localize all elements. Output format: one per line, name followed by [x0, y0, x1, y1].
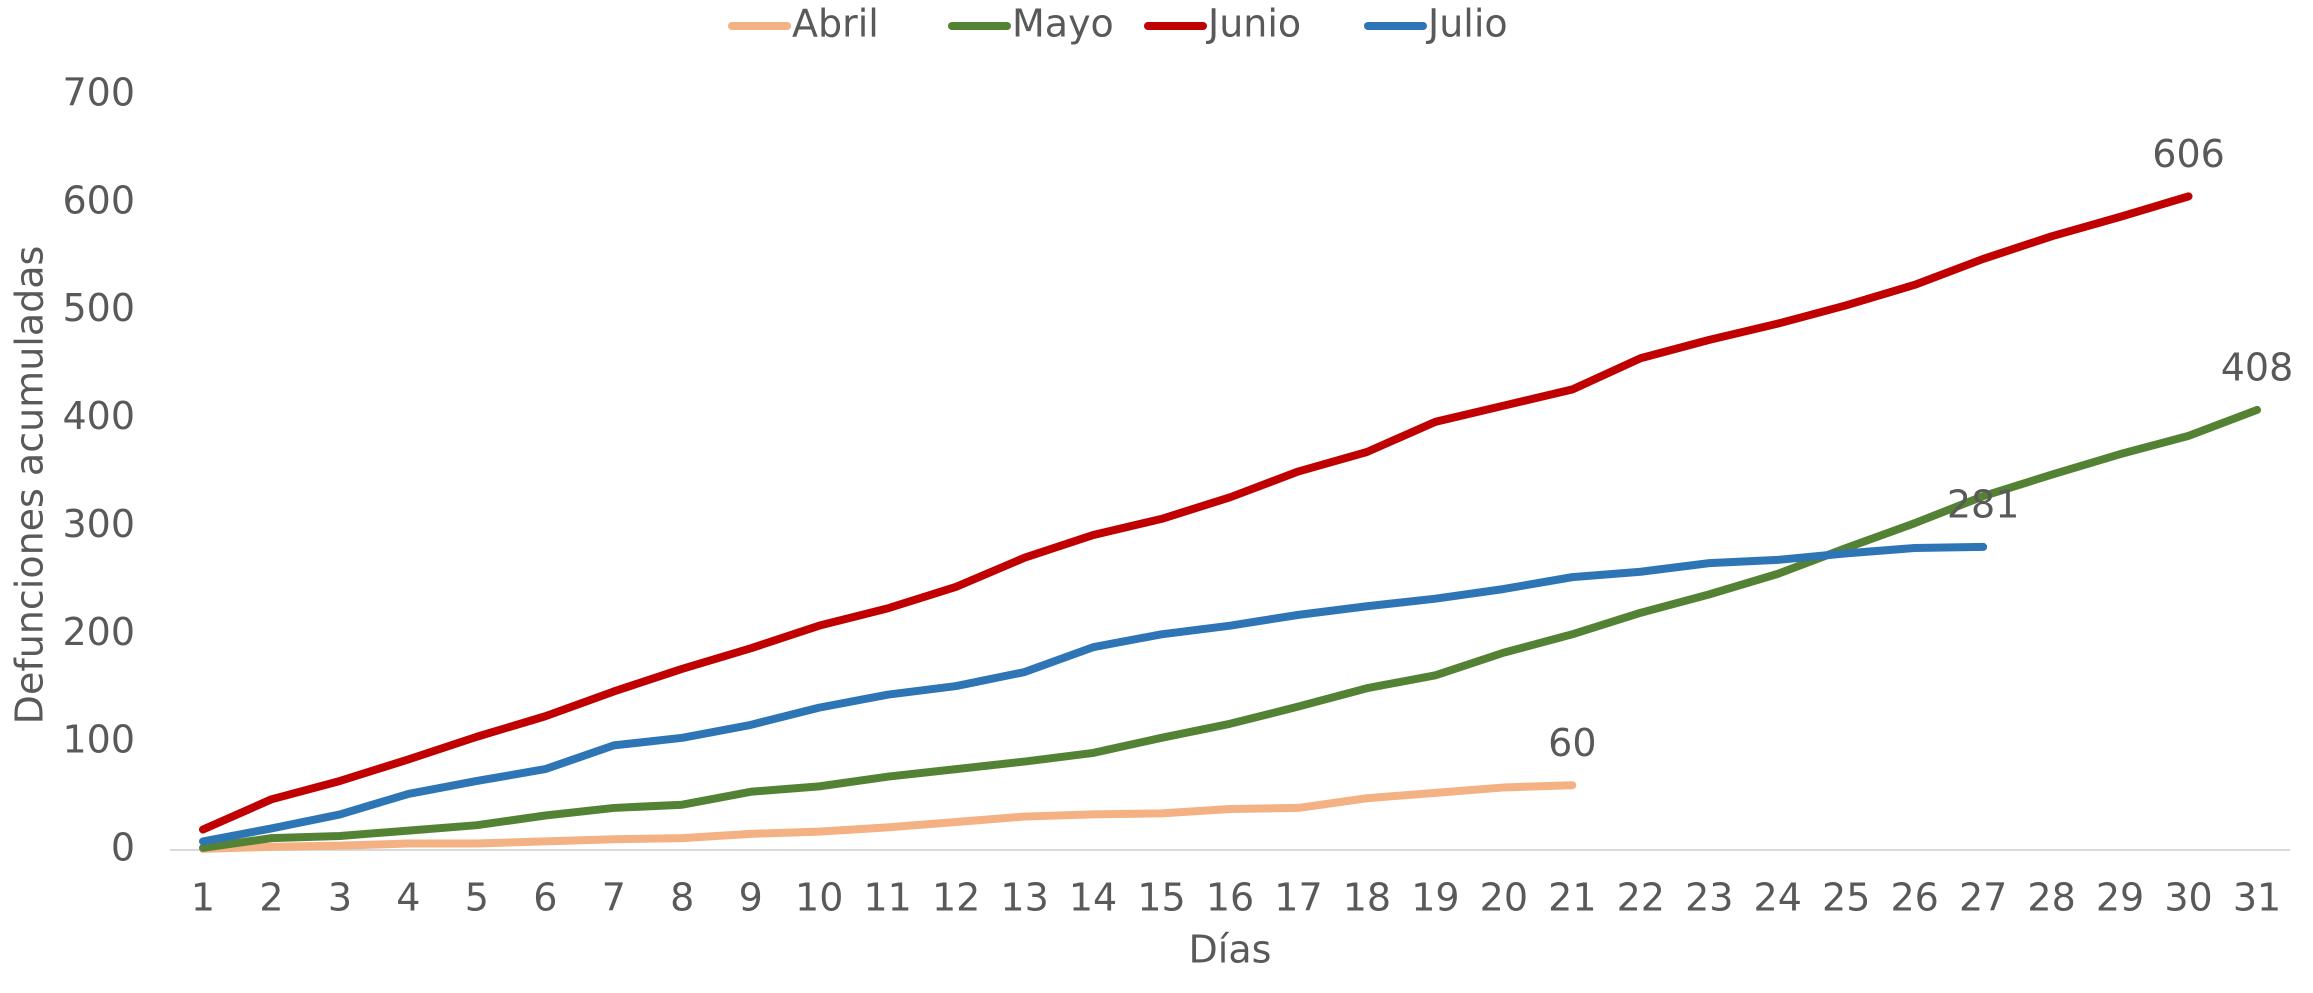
x-tick-label: 25 — [1822, 876, 1870, 920]
legend-label: Mayo — [1012, 2, 1114, 46]
x-tick-label: 28 — [2027, 876, 2075, 920]
y-tick-label: 100 — [62, 718, 135, 762]
x-tick-label: 27 — [1959, 876, 2007, 920]
line-series — [199, 781, 1577, 853]
data-label: 606 — [2152, 132, 2225, 176]
y-tick-label: 500 — [62, 286, 135, 330]
x-tick-label: 9 — [739, 876, 763, 920]
legend-label: Junio — [1206, 2, 1301, 46]
x-axis-label: Días — [1189, 928, 1272, 972]
x-tick-label: 20 — [1480, 876, 1528, 920]
x-tick-label: 15 — [1137, 876, 1185, 920]
x-tick-label: 21 — [1548, 876, 1596, 920]
x-tick-label: 18 — [1343, 876, 1391, 920]
x-tick-label: 3 — [328, 876, 352, 920]
x-tick-label: 10 — [795, 876, 843, 920]
x-tick-label: 22 — [1617, 876, 1665, 920]
x-tick-label: 11 — [863, 876, 911, 920]
x-tick-label: 14 — [1069, 876, 1117, 920]
x-tick-label: 16 — [1206, 876, 1254, 920]
legend-label: Abril — [792, 2, 879, 46]
x-tick-label: 17 — [1274, 876, 1322, 920]
x-tick-label: 19 — [1411, 876, 1459, 920]
y-tick-label: 200 — [62, 610, 135, 654]
x-tick-label: 24 — [1754, 876, 1802, 920]
legend-label: Julio — [1426, 2, 1508, 46]
x-tick-label: 1 — [191, 876, 215, 920]
y-tick-label: 0 — [111, 826, 135, 870]
line-series — [199, 192, 2193, 834]
data-label: 60 — [1548, 721, 1596, 765]
y-tick-label: 400 — [62, 394, 135, 438]
x-tick-label: 12 — [932, 876, 980, 920]
x-tick-label: 5 — [465, 876, 489, 920]
x-tick-label: 26 — [1890, 876, 1938, 920]
data-label: 281 — [1947, 482, 2020, 526]
x-tick-label: 23 — [1685, 876, 1733, 920]
x-tick-label: 2 — [259, 876, 283, 920]
y-tick-label: 600 — [62, 178, 135, 222]
x-tick-label: 13 — [1000, 876, 1048, 920]
data-label: 408 — [2221, 345, 2294, 389]
x-tick-label: 6 — [533, 876, 557, 920]
x-tick-label: 7 — [602, 876, 626, 920]
line-series — [199, 405, 2261, 852]
x-tick-label: 30 — [2164, 876, 2212, 920]
x-tick-label: 4 — [396, 876, 420, 920]
line-series — [199, 542, 1988, 846]
y-tick-label: 700 — [62, 71, 135, 115]
y-tick-label: 300 — [62, 502, 135, 546]
x-tick-label: 31 — [2233, 876, 2281, 920]
x-tick-label: 8 — [670, 876, 694, 920]
x-tick-label: 29 — [2096, 876, 2144, 920]
y-axis-label: Defunciones acumuladas — [8, 246, 52, 725]
